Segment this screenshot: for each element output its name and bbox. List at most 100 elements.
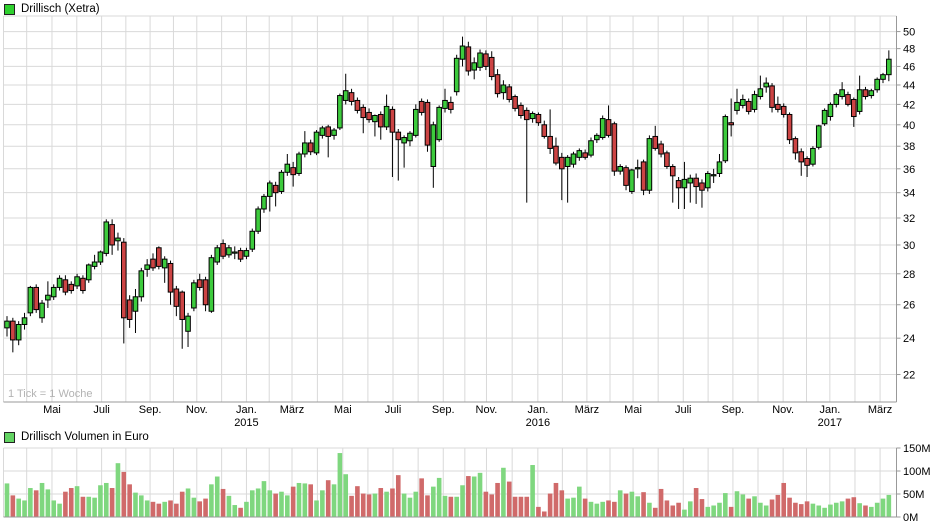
candle bbox=[588, 137, 594, 158]
candle bbox=[68, 281, 75, 294]
volume-bar bbox=[109, 488, 115, 517]
candle bbox=[284, 153, 291, 176]
candle bbox=[780, 103, 787, 118]
candle bbox=[798, 148, 805, 176]
volume-bar bbox=[775, 494, 781, 517]
volume-bar bbox=[150, 501, 156, 517]
candle bbox=[15, 321, 22, 346]
volume-bar bbox=[156, 503, 162, 517]
volume-bar bbox=[220, 488, 226, 517]
candle bbox=[518, 102, 524, 119]
volume-bar bbox=[454, 496, 459, 517]
candle bbox=[126, 295, 133, 328]
volume-bar bbox=[664, 500, 670, 517]
volume-bar bbox=[874, 502, 880, 517]
candle bbox=[115, 232, 121, 251]
volume-bar bbox=[863, 505, 868, 517]
price-tick-label: 26 bbox=[903, 300, 915, 312]
price-tick-label: 22 bbox=[903, 370, 915, 382]
month-label: Sep. bbox=[139, 404, 162, 416]
candle bbox=[699, 179, 705, 208]
volume-bar bbox=[57, 503, 62, 517]
candle bbox=[103, 219, 110, 257]
candle bbox=[85, 263, 92, 283]
volume-chart-legend: Drillisch Volumen in Euro bbox=[4, 431, 149, 443]
volume-bar bbox=[425, 495, 430, 517]
month-label: Sep. bbox=[722, 404, 745, 416]
volume-bar bbox=[22, 500, 27, 517]
volume-bar bbox=[565, 498, 570, 517]
candle bbox=[675, 177, 682, 209]
volume-bar bbox=[676, 502, 681, 517]
candle bbox=[705, 171, 711, 192]
candle bbox=[751, 90, 758, 113]
candle bbox=[506, 84, 513, 103]
price-axis-tick-labels: 22 24 26 28 30 32 34 36 38 40 42 44 46 48 50 bbox=[903, 27, 915, 382]
volume-bar bbox=[851, 497, 857, 517]
candle bbox=[629, 168, 635, 194]
volume-bar bbox=[51, 500, 57, 517]
volume-bar bbox=[460, 485, 465, 517]
candle bbox=[488, 51, 495, 81]
candle bbox=[856, 75, 863, 115]
candle bbox=[109, 219, 115, 255]
candle bbox=[290, 161, 296, 187]
volume-bar bbox=[489, 494, 495, 517]
candlestick-series bbox=[4, 36, 892, 353]
candle bbox=[564, 155, 571, 203]
candle bbox=[354, 97, 361, 114]
volume-bar bbox=[623, 493, 629, 517]
volume-bar bbox=[121, 471, 127, 517]
volume-bar bbox=[185, 488, 191, 517]
candle bbox=[570, 151, 577, 168]
candle bbox=[459, 36, 466, 67]
candle bbox=[132, 288, 139, 333]
price-tick-label: 34 bbox=[903, 188, 915, 200]
month-label: Mai bbox=[43, 404, 61, 416]
volume-gridlines bbox=[3, 447, 897, 517]
volume-tick-label: 100M bbox=[903, 466, 931, 478]
volume-bar bbox=[401, 493, 407, 517]
candle bbox=[483, 50, 489, 71]
volume-bar bbox=[530, 465, 535, 517]
volume-bar bbox=[793, 502, 798, 517]
volume-bar-series bbox=[4, 453, 892, 517]
candle bbox=[138, 267, 145, 302]
month-label: Jan. bbox=[236, 404, 257, 416]
candle bbox=[407, 131, 413, 147]
volume-bar bbox=[617, 490, 623, 517]
candle bbox=[523, 107, 530, 203]
month-label: Juli bbox=[93, 404, 110, 416]
candle bbox=[815, 124, 822, 150]
volume-bar bbox=[214, 476, 220, 517]
year-label: 2016 bbox=[526, 417, 550, 429]
price-tick-label: 30 bbox=[903, 240, 915, 252]
volume-bar bbox=[448, 496, 454, 517]
candle bbox=[302, 131, 308, 158]
candle bbox=[272, 181, 279, 207]
candle bbox=[605, 105, 612, 138]
price-tick-label: 32 bbox=[903, 213, 915, 225]
candle bbox=[208, 254, 215, 313]
volume-bar bbox=[320, 490, 325, 517]
candle bbox=[214, 244, 221, 265]
volume-bar bbox=[577, 486, 582, 517]
volume-bar bbox=[244, 501, 249, 517]
candle bbox=[669, 164, 676, 203]
volume-bar bbox=[203, 498, 208, 517]
month-label: Nov. bbox=[476, 404, 498, 416]
volume-bar bbox=[740, 494, 746, 517]
candle bbox=[786, 112, 793, 145]
volume-bar bbox=[839, 501, 845, 517]
volume-bar bbox=[279, 491, 284, 517]
volume-bar bbox=[436, 477, 442, 517]
volume-bar bbox=[197, 501, 203, 517]
volume-bar bbox=[828, 504, 833, 517]
candle bbox=[722, 114, 729, 164]
volume-bar bbox=[226, 495, 232, 517]
volume-bar bbox=[349, 495, 354, 517]
volume-bar bbox=[781, 482, 787, 517]
volume-legend-swatch-icon bbox=[4, 431, 15, 443]
month-label: März bbox=[868, 404, 892, 416]
